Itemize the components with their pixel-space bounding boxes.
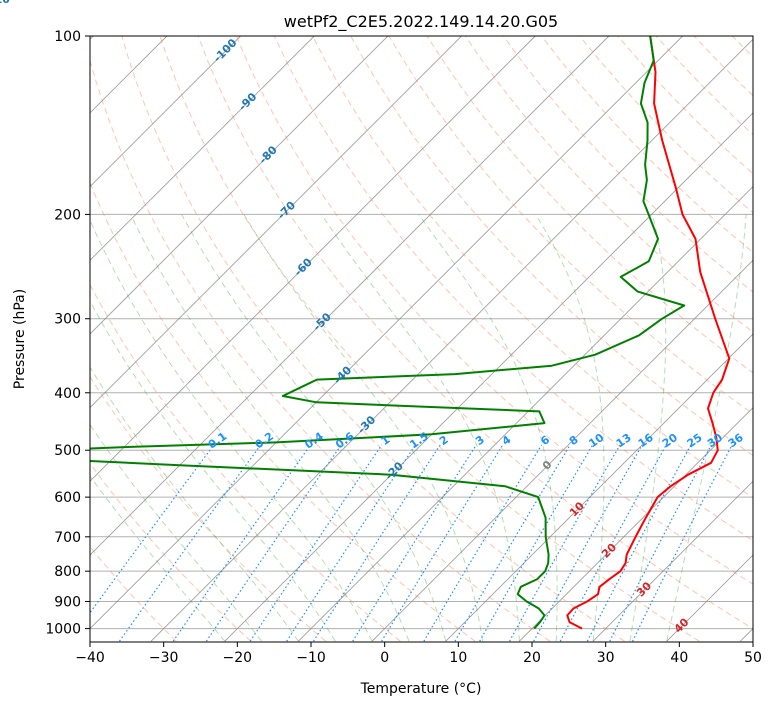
x-tick-label: 10 xyxy=(449,650,467,666)
x-tick-label: −30 xyxy=(149,650,179,666)
dry-adiabat-line xyxy=(235,36,753,585)
moist-adiabat-line xyxy=(130,214,410,642)
mixing-ratio-line xyxy=(205,444,342,642)
moist-adiabat-line xyxy=(418,214,558,642)
x-tick-label: 30 xyxy=(597,650,615,666)
y-tick-label: 200 xyxy=(54,207,81,223)
isotherm-line xyxy=(90,36,683,630)
x-tick-label: 40 xyxy=(670,650,688,666)
mixing-ratio-line xyxy=(609,444,712,642)
moist-adiabat-line xyxy=(90,423,263,642)
mixing-ratio-line xyxy=(172,444,311,642)
plot-frame xyxy=(89,35,754,643)
moist-adiabat-line xyxy=(181,214,447,642)
isotherm-label: -10 xyxy=(0,0,10,6)
isotherm-line xyxy=(90,36,610,556)
mixing-ratio-line xyxy=(249,444,383,642)
mixing-ratio-line xyxy=(509,444,621,642)
y-tick-label: 500 xyxy=(54,443,81,459)
isotherm-line xyxy=(90,36,241,188)
background-lines xyxy=(90,36,753,642)
temperature-profile-line xyxy=(566,36,731,630)
moist-adiabat-line xyxy=(90,218,373,642)
dry-adiabat-line xyxy=(90,462,252,642)
mixing-ratio-line xyxy=(454,444,571,642)
isotherm-line xyxy=(150,38,753,642)
chart-title: wetPf2_C2E5.2022.149.14.20.G05 xyxy=(284,12,558,32)
x-tick-label: −10 xyxy=(296,650,326,666)
x-axis-label: Temperature (°C) xyxy=(360,681,482,697)
moist-adiabat-line xyxy=(535,214,605,642)
x-tick-label: 20 xyxy=(523,650,541,666)
x-tick-label: −40 xyxy=(75,650,105,666)
isotherm-line xyxy=(90,36,462,409)
dewpoint-profile-line xyxy=(90,36,686,630)
dry-adiabat-line xyxy=(312,36,753,499)
x-tick-label: 0 xyxy=(380,650,389,666)
isotherm-line xyxy=(90,36,389,335)
isotherm-line xyxy=(519,406,753,642)
moist-adiabat-line xyxy=(320,214,520,642)
mixing-ratio-line xyxy=(632,444,733,642)
y-tick-label: 100 xyxy=(54,29,81,45)
y-axis-label: Pressure (hPa) xyxy=(12,289,28,389)
mixing-ratio-line xyxy=(312,444,441,642)
dry-adiabat-line xyxy=(502,36,753,293)
mixing-ratio-line xyxy=(119,444,262,642)
y-tick-label: 600 xyxy=(54,490,81,506)
isotherm-line xyxy=(371,259,753,642)
x-tick-label: −20 xyxy=(223,650,253,666)
mixing-ratio-line xyxy=(381,444,504,642)
dry-adiabat-line xyxy=(121,36,625,642)
x-tick-label: 50 xyxy=(744,650,762,666)
mixing-ratio-line xyxy=(352,444,477,642)
y-tick-label: 700 xyxy=(54,530,81,546)
y-tick-label: 400 xyxy=(54,386,81,402)
y-tick-label: 300 xyxy=(54,312,81,328)
isotherm-line xyxy=(90,36,315,261)
isotherm-line xyxy=(90,36,536,482)
isotherm-line xyxy=(298,185,753,642)
dry-adiabat-line xyxy=(159,36,700,642)
axes: −40 −30 −20 −10 0 10 20 30 40 50 100 200 300 400 500 60… xyxy=(45,29,762,666)
y-tick-label: 900 xyxy=(54,594,81,610)
dry-adiabat-line xyxy=(90,375,327,642)
isotherm-line xyxy=(592,480,753,642)
mixing-ratio-line xyxy=(533,444,643,642)
dry-adiabat-line xyxy=(197,36,753,630)
isotherm-line xyxy=(224,112,753,642)
mixing-ratio-line xyxy=(286,444,416,642)
series-layer xyxy=(90,36,731,630)
y-tick-label: 800 xyxy=(54,564,81,580)
dry-adiabat-line xyxy=(90,58,551,642)
moist-adiabat-line xyxy=(90,366,299,642)
y-tick-label: 1000 xyxy=(45,622,81,638)
dry-adiabat-line xyxy=(273,36,753,542)
moist-adiabat-line xyxy=(90,475,226,642)
